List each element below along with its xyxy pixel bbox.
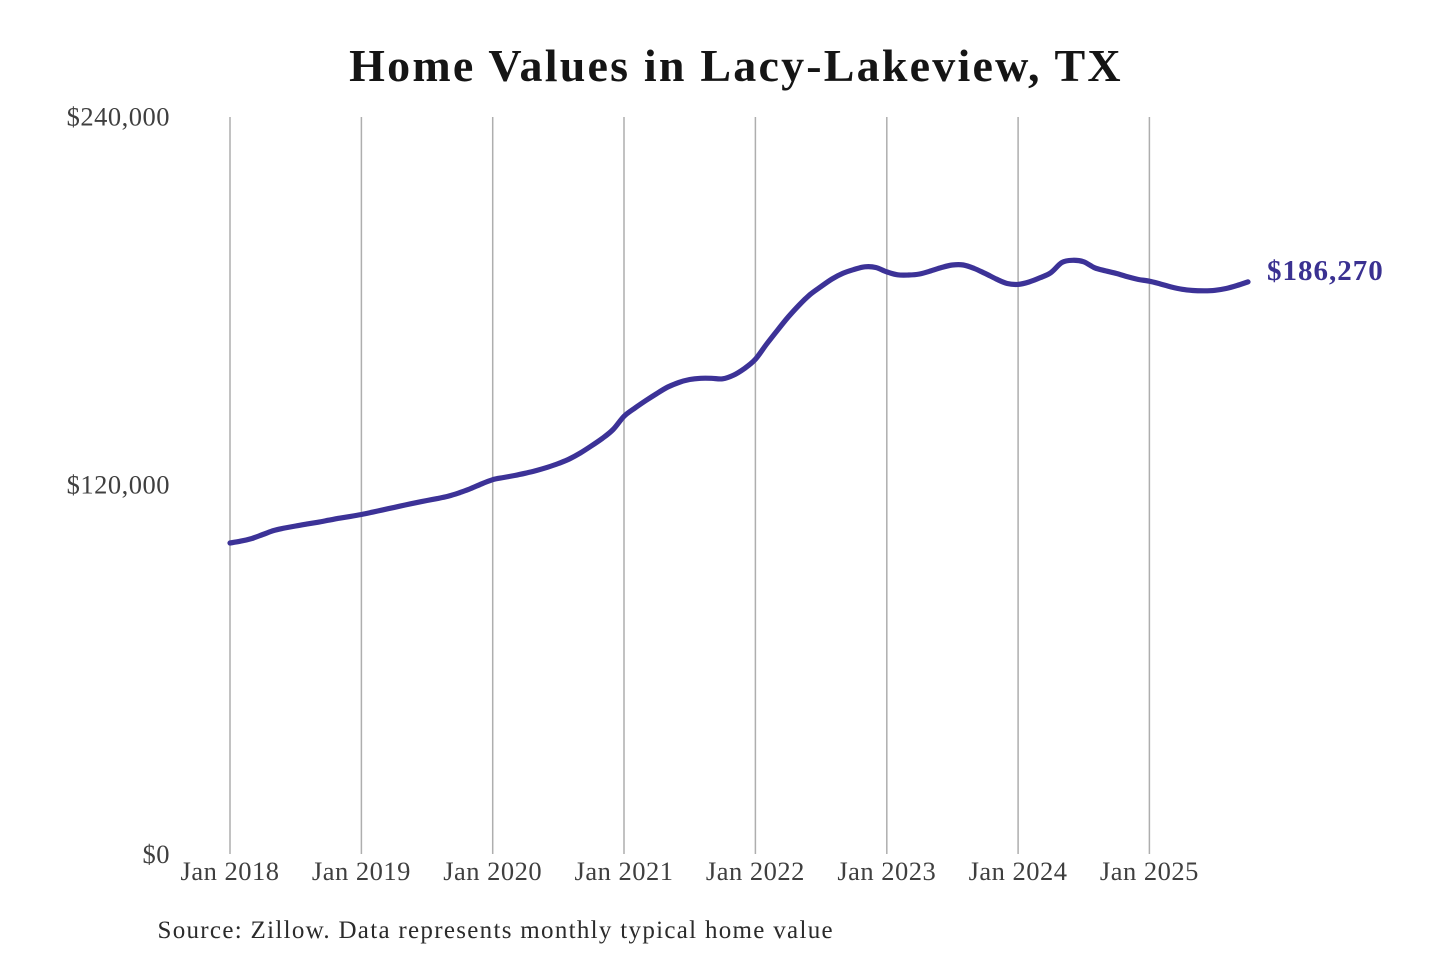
svg-text:Jan 2025: Jan 2025 bbox=[1100, 856, 1199, 886]
svg-text:$120,000: $120,000 bbox=[67, 470, 170, 500]
svg-text:Home Values in Lacy-Lakeview,: Home Values in Lacy-Lakeview, TX bbox=[349, 40, 1123, 91]
svg-text:$186,270: $186,270 bbox=[1267, 255, 1384, 287]
svg-text:Jan 2022: Jan 2022 bbox=[706, 856, 805, 886]
svg-text:Jan 2023: Jan 2023 bbox=[837, 856, 936, 886]
svg-text:Jan 2020: Jan 2020 bbox=[443, 856, 542, 886]
svg-text:$240,000: $240,000 bbox=[67, 102, 170, 132]
svg-text:Jan 2018: Jan 2018 bbox=[181, 856, 280, 886]
svg-text:Source: Zillow. Data represent: Source: Zillow. Data represents monthly … bbox=[158, 917, 834, 944]
svg-text:$0: $0 bbox=[143, 839, 171, 869]
svg-text:Jan 2021: Jan 2021 bbox=[575, 856, 674, 886]
svg-text:Jan 2024: Jan 2024 bbox=[969, 856, 1068, 886]
svg-text:Jan 2019: Jan 2019 bbox=[312, 856, 411, 886]
